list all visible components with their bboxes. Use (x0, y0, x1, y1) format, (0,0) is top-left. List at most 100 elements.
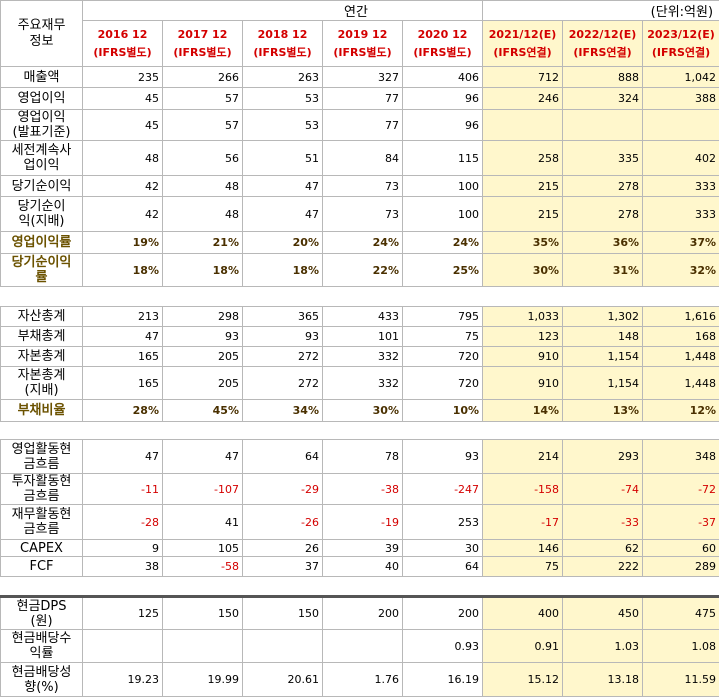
row-label: 영업이익 (발표기준) (1, 110, 83, 141)
separator-cell (563, 577, 643, 597)
value-cell: 215 (483, 197, 563, 232)
value-cell: 93 (243, 327, 323, 347)
value-cell: 1,154 (563, 347, 643, 367)
value-cell: 125 (83, 597, 163, 630)
value-cell: 11.59 (643, 663, 719, 697)
year-label: 2017 12 (163, 26, 242, 44)
value-cell: 200 (403, 597, 483, 630)
value-cell: 19% (83, 232, 163, 254)
value-cell: 73 (323, 176, 403, 197)
value-cell: 406 (403, 67, 483, 88)
value-cell: 253 (403, 505, 483, 540)
separator-cell (163, 287, 243, 307)
separator-cell (83, 422, 163, 440)
value-cell: 146 (483, 540, 563, 557)
value-cell: 213 (83, 307, 163, 327)
value-cell: 795 (403, 307, 483, 327)
table-row: 투자활동현 금흐름-11-107-29-38-247-158-74-72 (1, 474, 719, 505)
corner-label: 주요재무 정보 (1, 1, 83, 67)
value-cell: 289 (643, 557, 719, 577)
value-cell: -29 (243, 474, 323, 505)
separator-cell (643, 287, 719, 307)
value-cell: 42 (83, 197, 163, 232)
value-cell: 910 (483, 367, 563, 400)
value-cell: 20.61 (243, 663, 323, 697)
value-cell: 100 (403, 176, 483, 197)
value-cell: 19.99 (163, 663, 243, 697)
row-label: 현금배당성 향(%) (1, 663, 83, 697)
value-cell (563, 110, 643, 141)
value-cell: 18% (243, 254, 323, 287)
value-cell: 47 (83, 327, 163, 347)
value-cell: 0.93 (403, 630, 483, 663)
value-cell: 388 (643, 88, 719, 110)
value-cell: 1,154 (563, 367, 643, 400)
value-cell: 214 (483, 440, 563, 474)
value-cell: 40 (323, 557, 403, 577)
value-cell: 47 (163, 440, 243, 474)
value-cell: 332 (323, 347, 403, 367)
value-cell: 53 (243, 88, 323, 110)
value-cell: 16.19 (403, 663, 483, 697)
value-cell: 433 (323, 307, 403, 327)
value-cell: 57 (163, 110, 243, 141)
separator-cell (323, 287, 403, 307)
separator-cell (563, 287, 643, 307)
value-cell: 205 (163, 347, 243, 367)
value-cell: 20% (243, 232, 323, 254)
year-header: 2016 12(IFRS별도) (83, 21, 163, 67)
value-cell: 30% (483, 254, 563, 287)
value-cell: 18% (163, 254, 243, 287)
value-cell: 39 (323, 540, 403, 557)
value-cell: 9 (83, 540, 163, 557)
value-cell: 62 (563, 540, 643, 557)
value-cell: 333 (643, 197, 719, 232)
row-label: 부채총계 (1, 327, 83, 347)
value-cell: 348 (643, 440, 719, 474)
value-cell: 215 (483, 176, 563, 197)
separator-cell (643, 577, 719, 597)
basis-label: (IFRS연결) (483, 44, 562, 62)
value-cell: 1,033 (483, 307, 563, 327)
value-cell: -33 (563, 505, 643, 540)
separator-cell (1, 577, 83, 597)
value-cell: 200 (323, 597, 403, 630)
separator-cell (403, 287, 483, 307)
separator-cell (483, 287, 563, 307)
value-cell: 278 (563, 197, 643, 232)
value-cell: 36% (563, 232, 643, 254)
section-separator (1, 287, 719, 307)
separator-cell (403, 577, 483, 597)
row-label: 부채비율 (1, 400, 83, 422)
value-cell: 10% (403, 400, 483, 422)
row-label: FCF (1, 557, 83, 577)
row-label: 자본총계 (1, 347, 83, 367)
value-cell: 100 (403, 197, 483, 232)
basis-label: (IFRS별도) (243, 44, 322, 62)
value-cell: 37 (243, 557, 323, 577)
value-cell: -37 (643, 505, 719, 540)
value-cell: 84 (323, 141, 403, 176)
year-label: 2021/12(E) (483, 26, 562, 44)
value-cell: 205 (163, 367, 243, 400)
year-header: 2022/12(E)(IFRS연결) (563, 21, 643, 67)
value-cell: 21% (163, 232, 243, 254)
value-cell: 1,448 (643, 347, 719, 367)
year-label: 2018 12 (243, 26, 322, 44)
value-cell: 101 (323, 327, 403, 347)
value-cell: 450 (563, 597, 643, 630)
value-cell: 51 (243, 141, 323, 176)
value-cell (243, 630, 323, 663)
value-cell: 25% (403, 254, 483, 287)
value-cell: 64 (243, 440, 323, 474)
value-cell: 30% (323, 400, 403, 422)
value-cell: 400 (483, 597, 563, 630)
